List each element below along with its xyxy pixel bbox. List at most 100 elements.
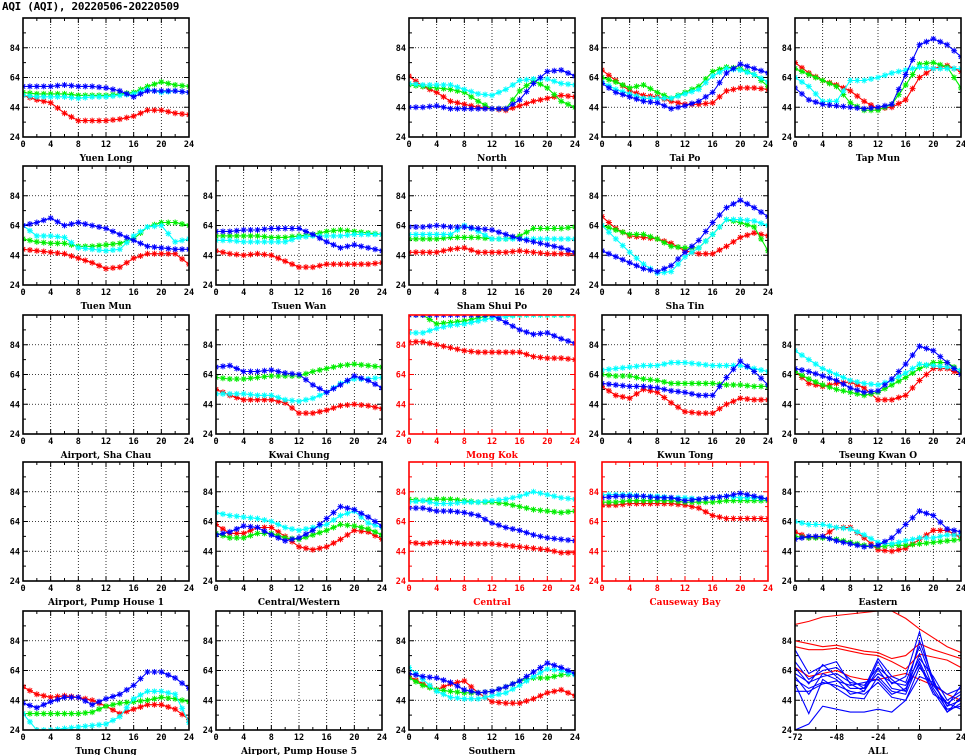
plot-frame (601, 461, 769, 582)
data-point (881, 396, 888, 403)
data-point (96, 223, 103, 230)
x-tick-label: 12 (873, 140, 883, 150)
data-point (537, 330, 544, 337)
data-point (523, 237, 530, 244)
data-point (654, 99, 661, 106)
data-point (316, 367, 323, 374)
data-point (440, 93, 447, 100)
data-point (289, 225, 296, 232)
data-point (61, 222, 68, 229)
data-point (261, 524, 268, 531)
data-point (447, 322, 454, 329)
data-point (930, 59, 937, 66)
data-point (489, 226, 495, 233)
data-point (82, 117, 89, 124)
data-point (289, 525, 296, 532)
data-point (612, 253, 619, 260)
data-point (944, 525, 951, 532)
plot-area (795, 343, 961, 403)
data-point (54, 93, 61, 100)
data-point (275, 368, 282, 375)
data-point (461, 540, 468, 547)
data-point (723, 374, 730, 381)
data-point (309, 231, 316, 238)
data-point (812, 533, 819, 540)
data-point (640, 81, 647, 88)
plot-frame (794, 17, 962, 138)
data-point (612, 372, 619, 379)
data-point (944, 537, 951, 544)
data-point (502, 689, 509, 696)
data-point (544, 75, 551, 82)
x-tick-label: 24 (956, 584, 965, 594)
data-point (537, 507, 544, 514)
data-point (289, 370, 296, 377)
x-tick-label: 20 (349, 288, 359, 298)
data-point (647, 362, 654, 369)
y-tick-label: 44 (203, 547, 213, 557)
data-point (254, 530, 261, 537)
data-point (323, 543, 330, 550)
data-point (254, 396, 261, 403)
data-point (75, 724, 82, 730)
data-point (730, 362, 737, 369)
data-point (551, 235, 558, 242)
y-tick-label: 64 (203, 518, 213, 528)
data-point (523, 351, 530, 358)
data-point (302, 396, 309, 403)
data-point (544, 674, 551, 681)
data-point (812, 361, 819, 368)
data-point (833, 537, 840, 544)
data-point (668, 95, 675, 102)
data-point (516, 349, 523, 356)
data-point (951, 527, 958, 534)
data-point (33, 691, 40, 698)
data-point (798, 78, 805, 85)
data-point (640, 497, 647, 504)
data-point (502, 349, 509, 356)
data-point (130, 237, 137, 244)
data-point (123, 114, 130, 121)
data-point (751, 383, 758, 390)
data-point (433, 249, 440, 256)
data-point (475, 98, 482, 105)
data-point (530, 98, 537, 105)
data-point (461, 347, 468, 354)
data-point (109, 717, 116, 724)
data-point (316, 385, 323, 392)
x-tick-label: 12 (487, 437, 497, 447)
data-point (937, 353, 944, 360)
data-point (675, 404, 682, 411)
data-point (558, 494, 565, 501)
data-point (826, 522, 833, 529)
data-point (337, 226, 344, 233)
data-point (47, 215, 54, 222)
data-point (179, 680, 186, 687)
data-point (647, 99, 654, 106)
y-tick-label: 44 (396, 696, 406, 706)
data-point (758, 220, 765, 227)
data-point (489, 105, 495, 112)
data-point (179, 237, 186, 244)
data-point (461, 234, 468, 241)
data-point (440, 496, 447, 503)
data-point (254, 524, 261, 531)
data-point (695, 250, 702, 257)
data-point (337, 244, 344, 251)
x-tick-label: 20 (928, 437, 938, 447)
data-point (640, 98, 647, 105)
data-point (302, 370, 309, 377)
data-point (475, 249, 482, 256)
data-point (537, 490, 544, 497)
data-point (944, 41, 951, 48)
data-point (468, 683, 475, 690)
data-point (902, 542, 909, 549)
data-point (647, 95, 654, 102)
data-point (275, 238, 282, 245)
data-point (219, 390, 226, 397)
x-tick-label: 0 (406, 288, 411, 298)
data-point (247, 523, 254, 530)
data-point (723, 493, 730, 500)
data-point (144, 87, 151, 94)
data-point (812, 521, 819, 528)
